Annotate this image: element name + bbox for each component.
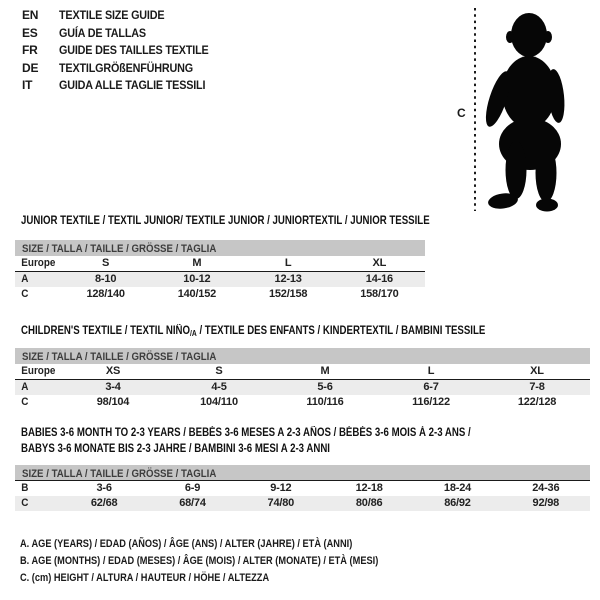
size-cell: 4-5 (211, 381, 227, 393)
size-cell: 3-4 (105, 381, 121, 393)
size-cell: 116/122 (412, 396, 450, 408)
language-title: TEXTILGRÖßENFÜHRUNG (59, 60, 193, 75)
children-title-text: CHILDREN'S TEXTILE / TEXTIL NIÑO (21, 325, 191, 337)
language-title: GUÍA DE TALLAS (59, 25, 146, 40)
language-title: GUIDE DES TAILLES TEXTILE (59, 43, 209, 57)
size-cell: 110/116 (306, 396, 344, 408)
row-label: B (21, 482, 29, 494)
children-title-sub: /A (190, 329, 197, 338)
language-code: DE (22, 60, 39, 75)
junior-section-title: JUNIOR TEXTILE / TEXTIL JUNIOR/ TEXTILE … (21, 215, 430, 227)
language-row: DE TEXTILGRÖßENFÜHRUNG (22, 60, 225, 78)
table-row: A 3-4 4-5 5-6 6-7 7-8 (15, 380, 590, 395)
size-cell: 18-24 (443, 482, 472, 494)
children-section-title: CHILDREN'S TEXTILE / TEXTIL NIÑO/A / TEX… (21, 325, 485, 338)
legend: A. AGE (YEARS) / EDAD (AÑOS) / ÂGE (ANS)… (20, 536, 447, 587)
table-row: C 98/104 104/110 110/116 116/122 122/128 (15, 395, 590, 410)
size-cell: M (192, 257, 202, 269)
size-cell: 5-6 (317, 381, 333, 393)
size-cell: 3-6 (96, 482, 113, 494)
row-label: C (21, 497, 29, 509)
language-list: EN TEXTILE SIZE GUIDE ES GUÍA DE TALLAS … (22, 7, 225, 95)
size-cell: 140/152 (177, 288, 217, 300)
size-cell: L (427, 365, 435, 377)
row-label: C (21, 288, 29, 300)
size-cell: L (284, 257, 292, 269)
size-header-bar: SIZE / TALLA / TAILLE / GRÖSSE / TAGLIA (15, 240, 425, 256)
toddler-shape (485, 13, 565, 212)
size-cell: 74/80 (267, 497, 295, 509)
legend-line-c: C. (cm) HEIGHT / ALTURA / HAUTEUR / HÖHE… (20, 572, 270, 584)
table-row: C 62/68 68/74 74/80 80/86 86/92 92/98 (15, 496, 590, 511)
row-label: Europe (21, 365, 56, 377)
size-header-label: SIZE / TALLA / TAILLE / GRÖSSE / TAGLIA (22, 243, 217, 255)
size-cell: 12-13 (274, 273, 302, 285)
height-label-c: C (457, 106, 466, 120)
size-cell: 62/68 (90, 497, 118, 509)
size-cell: 14-16 (365, 273, 393, 285)
language-title: TEXTILE SIZE GUIDE (59, 8, 165, 22)
size-cell: 152/158 (268, 288, 308, 300)
table-row: C 128/140 140/152 152/158 158/170 (15, 287, 425, 302)
children-title-text: / TEXTILE DES ENFANTS / KINDERTEXTIL / B… (196, 325, 486, 337)
table-row: Europe S M L XL (15, 256, 425, 272)
size-cell: 12-18 (355, 482, 383, 494)
size-header-bar: SIZE / TALLA / TAILLE / GRÖSSE / TAGLIA (15, 348, 590, 364)
language-title: GUIDA ALLE TAGLIE TESSILI (59, 78, 206, 92)
language-code: FR (22, 43, 38, 57)
size-cell: 98/104 (96, 396, 130, 408)
babies-section-title-line1: BABIES 3-6 MONTH TO 2-3 YEARS / BEBÉS 3-… (21, 427, 471, 439)
children-size-table: SIZE / TALLA / TAILLE / GRÖSSE / TAGLIA … (15, 348, 590, 410)
junior-size-table: SIZE / TALLA / TAILLE / GRÖSSE / TAGLIA … (15, 240, 425, 302)
table-row: A 8-10 10-12 12-13 14-16 (15, 272, 425, 287)
language-row: ES GUÍA DE TALLAS (22, 25, 225, 43)
size-cell: XS (105, 365, 121, 377)
language-code: EN (22, 8, 39, 22)
size-cell: M (320, 365, 330, 377)
legend-line-a: A. AGE (YEARS) / EDAD (AÑOS) / ÂGE (ANS)… (20, 538, 353, 550)
language-row: EN TEXTILE SIZE GUIDE (22, 7, 225, 25)
babies-section-title-line2: BABYS 3-6 MONATE BIS 2-3 JAHRE / BAMBINI… (21, 443, 330, 455)
size-cell: 128/140 (86, 288, 125, 300)
language-code: IT (22, 78, 33, 92)
size-cell: 158/170 (360, 288, 399, 300)
size-cell: XL (530, 365, 544, 377)
size-header-label: SIZE / TALLA / TAILLE / GRÖSSE / TAGLIA (22, 468, 217, 480)
language-code: ES (22, 25, 38, 40)
size-cell: 9-12 (270, 482, 292, 494)
size-cell: 8-10 (95, 273, 117, 285)
size-cell: 68/74 (179, 497, 206, 509)
size-cell: 86/92 (444, 497, 471, 509)
babies-size-table: SIZE / TALLA / TAILLE / GRÖSSE / TAGLIA … (15, 465, 590, 511)
legend-line-b: B. AGE (MONTHS) / EDAD (MESES) / ÂGE (MO… (20, 555, 379, 567)
size-cell: 92/98 (532, 497, 560, 509)
row-label: A (21, 381, 29, 393)
size-cell: 6-9 (184, 482, 201, 494)
size-header-bar: SIZE / TALLA / TAILLE / GRÖSSE / TAGLIA (15, 465, 590, 481)
table-row: Europe XS S M L XL (15, 364, 590, 380)
toddler-silhouette-icon (474, 8, 565, 212)
size-cell: S (102, 257, 110, 269)
row-label: Europe (21, 257, 56, 269)
size-cell: XL (372, 257, 387, 269)
size-header-label: SIZE / TALLA / TAILLE / GRÖSSE / TAGLIA (22, 351, 217, 363)
size-cell: 104/110 (200, 396, 238, 408)
size-cell: 122/128 (517, 396, 557, 408)
language-row: FR GUIDE DES TAILLES TEXTILE (22, 42, 225, 60)
size-cell: 6-7 (423, 381, 439, 393)
table-row: B 3-6 6-9 9-12 12-18 18-24 24-36 (15, 481, 590, 496)
size-cell: 80/86 (355, 497, 383, 509)
size-cell: 10-12 (183, 273, 211, 285)
size-cell: 24-36 (532, 482, 560, 494)
language-row: IT GUIDA ALLE TAGLIE TESSILI (22, 77, 225, 95)
size-cell: 7-8 (529, 381, 545, 393)
row-label: C (21, 396, 29, 408)
row-label: A (21, 273, 29, 285)
size-cell: S (215, 365, 223, 377)
